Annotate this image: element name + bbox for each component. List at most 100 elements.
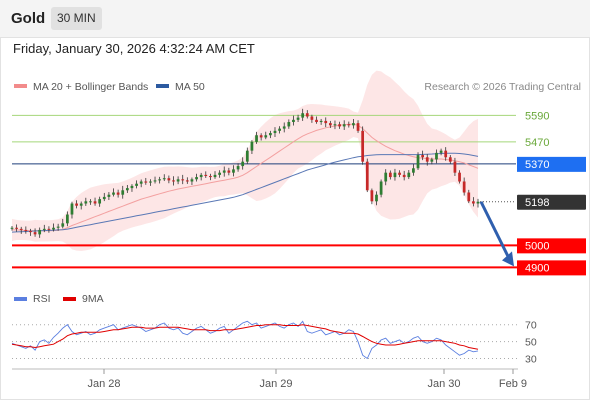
candle-body	[370, 190, 374, 202]
candle-body	[416, 155, 420, 169]
candle-body	[347, 124, 351, 126]
candle-body	[333, 124, 337, 126]
candle-body	[296, 117, 300, 120]
candle-body	[425, 157, 429, 162]
candle-body	[356, 123, 360, 131]
ma20-legend-label: MA 20 + Bollinger Bands	[33, 81, 148, 93]
rsi-legend: RSI 9MA	[14, 293, 104, 305]
candle-body	[287, 122, 291, 127]
support-tag-4900	[517, 260, 586, 276]
candle-body	[379, 181, 383, 195]
forecast-arrow-head	[502, 251, 514, 267]
candle-body	[393, 172, 397, 178]
x-axis: Jan 28 Jan 29 Jan 30 Feb 9	[12, 368, 527, 390]
candle-body	[204, 174, 208, 176]
rsi-ma-legend-label: 9MA	[82, 293, 104, 305]
candle-body	[227, 170, 231, 173]
candle-body	[444, 150, 448, 158]
candle-body	[98, 199, 102, 204]
candle-body	[338, 124, 341, 127]
pivot-tag	[517, 156, 586, 172]
candle-body	[125, 188, 129, 191]
candle-body	[172, 180, 175, 182]
candle-body	[52, 227, 55, 230]
candle-body	[42, 228, 46, 230]
candle-body	[47, 228, 51, 230]
candle-body	[102, 196, 106, 200]
candle-body	[190, 179, 194, 182]
candle-body	[472, 201, 475, 204]
current-price-tag	[517, 194, 586, 210]
candle-body	[467, 192, 471, 202]
candle-body	[144, 181, 148, 183]
candle-body	[158, 179, 162, 181]
candle-body	[250, 141, 254, 151]
candle-body	[181, 179, 185, 181]
rsi-line	[11, 320, 479, 360]
candle-body	[19, 228, 23, 230]
symbol-title: Gold	[11, 10, 46, 27]
candle-body	[195, 177, 198, 180]
candle-body	[305, 113, 309, 117]
candle-body	[218, 172, 221, 175]
candle-body	[213, 174, 217, 178]
forecast-arrow-shaft	[479, 201, 511, 260]
price-panel: 5590 5470 5370 5198 5000 4900	[10, 70, 586, 276]
candle-body	[112, 192, 115, 195]
current-price-label: 5198	[525, 197, 549, 209]
rsi-legend-swatch	[14, 297, 27, 301]
candle-body	[476, 201, 480, 204]
timeframe-selector[interactable]: 30 MIN	[51, 7, 102, 30]
candle-body	[75, 203, 78, 206]
candle-body	[448, 157, 452, 162]
candle-body	[319, 120, 323, 123]
candle-body	[412, 168, 415, 173]
candle-body	[264, 135, 268, 138]
candle-body	[245, 150, 249, 162]
candle-body	[33, 232, 37, 235]
top-bar: Gold 30 MIN	[0, 0, 590, 38]
candle-body	[384, 172, 388, 182]
x-axis-tick-label: Jan 30	[427, 378, 460, 390]
rsi-ma-legend-swatch	[63, 297, 76, 301]
candle-body	[259, 135, 263, 138]
candle-body	[324, 120, 328, 124]
candle-body	[407, 172, 411, 178]
support-label-4900: 4900	[525, 262, 549, 274]
candle-body	[453, 161, 457, 173]
candle-body	[199, 174, 203, 178]
candle-body	[93, 201, 97, 204]
support-tag-5000	[517, 238, 586, 254]
candle-body	[232, 169, 235, 173]
candle-body	[388, 172, 392, 178]
candle-body	[10, 227, 14, 229]
candle-body	[269, 133, 272, 136]
ma50-legend-swatch	[156, 84, 169, 88]
candle-body	[375, 194, 378, 202]
legend: MA 20 + Bollinger Bands MA 50 Research ©…	[14, 81, 581, 93]
candle-body	[70, 203, 74, 215]
candle-body	[130, 185, 134, 189]
candle-body	[282, 126, 286, 129]
candle-body	[328, 123, 332, 126]
rsi-tick-label: 30	[525, 354, 537, 366]
candle-body	[273, 130, 277, 134]
chart-datetime: Friday, January 30, 2026 4:32:24 AM CET	[13, 41, 255, 56]
candle-body	[255, 135, 258, 142]
candle-body	[209, 175, 212, 178]
candle-body	[222, 170, 226, 173]
ma20-legend-swatch	[14, 84, 27, 88]
rsi-ma-line	[11, 324, 479, 350]
candle-body	[139, 181, 143, 184]
candle-body	[435, 152, 438, 160]
candle-body	[310, 116, 314, 120]
candle-body	[167, 178, 171, 181]
resistance-label-5470: 5470	[525, 137, 549, 149]
candle-body	[84, 201, 88, 204]
rsi-panel: 70 50 30	[11, 320, 537, 366]
candle-body	[365, 161, 369, 191]
candle-body	[185, 180, 189, 182]
candle-body	[153, 180, 157, 182]
ma20-line	[12, 123, 479, 232]
